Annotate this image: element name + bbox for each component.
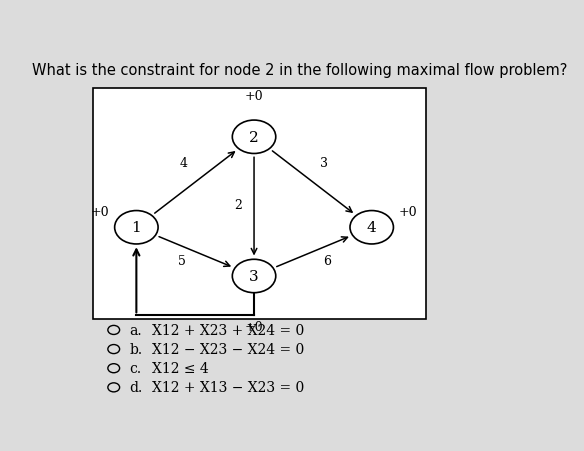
Text: b.: b. xyxy=(130,342,142,356)
Text: c.: c. xyxy=(130,361,142,375)
Text: +0: +0 xyxy=(399,206,417,219)
Circle shape xyxy=(108,383,120,392)
Circle shape xyxy=(108,345,120,354)
Text: X12 − X23 − X24 = 0: X12 − X23 − X24 = 0 xyxy=(152,342,304,356)
Text: X12 + X13 − X23 = 0: X12 + X13 − X23 = 0 xyxy=(152,381,304,395)
Text: 3: 3 xyxy=(249,269,259,283)
Text: 6: 6 xyxy=(324,254,331,267)
Text: +0: +0 xyxy=(91,206,109,219)
Text: X12 + X23 + X24 = 0: X12 + X23 + X24 = 0 xyxy=(152,323,304,337)
Text: 1: 1 xyxy=(131,221,141,235)
Text: What is the constraint for node 2 in the following maximal flow problem?: What is the constraint for node 2 in the… xyxy=(32,63,567,78)
Circle shape xyxy=(114,211,158,244)
Text: 5: 5 xyxy=(178,254,186,267)
Text: a.: a. xyxy=(130,323,142,337)
Text: 2: 2 xyxy=(234,199,242,212)
Circle shape xyxy=(350,211,394,244)
Circle shape xyxy=(232,260,276,293)
Text: +0: +0 xyxy=(245,89,263,102)
Text: d.: d. xyxy=(130,381,143,395)
Text: X12 ≤ 4: X12 ≤ 4 xyxy=(152,361,209,375)
Circle shape xyxy=(108,364,120,373)
Text: 4: 4 xyxy=(367,221,377,235)
Text: 3: 3 xyxy=(320,157,328,170)
Text: 2: 2 xyxy=(249,130,259,144)
FancyBboxPatch shape xyxy=(93,89,426,320)
Text: +0: +0 xyxy=(245,320,263,333)
Circle shape xyxy=(108,326,120,335)
Text: 4: 4 xyxy=(180,157,188,170)
Circle shape xyxy=(232,121,276,154)
